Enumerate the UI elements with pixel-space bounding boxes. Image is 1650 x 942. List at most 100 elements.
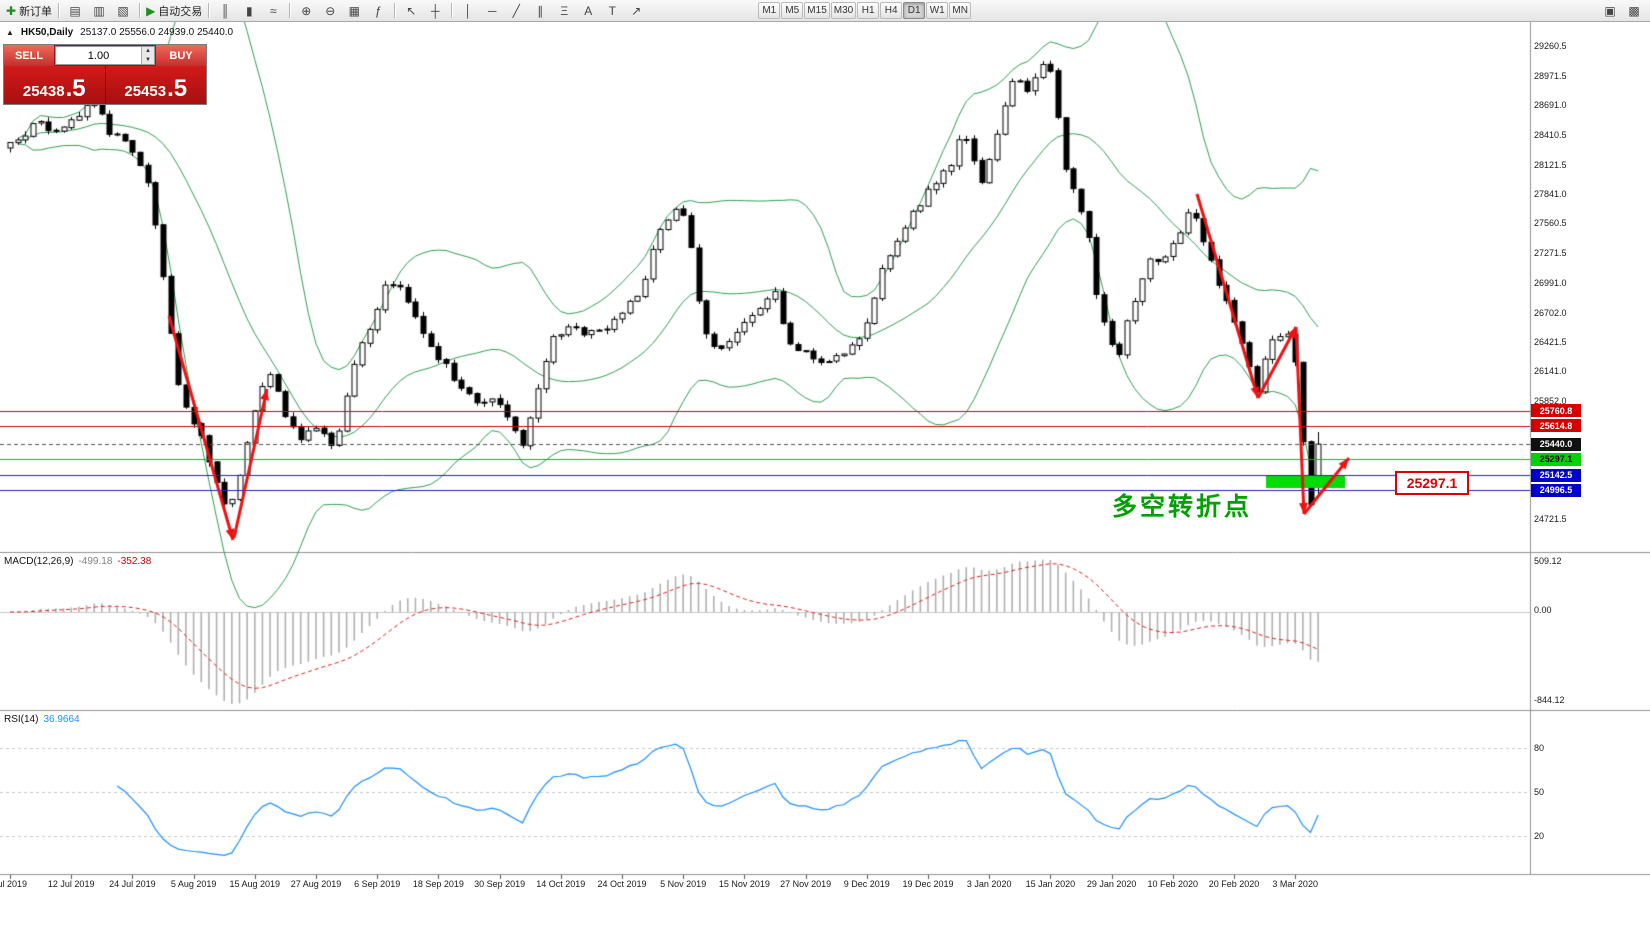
chart-windows-icon[interactable]: ▤ [63, 2, 87, 20]
candle-chart-icon[interactable]: ▮ [237, 2, 261, 20]
price-axis-label: 27271.5 [1534, 248, 1567, 259]
price-axis-label: 28971.5 [1534, 71, 1567, 82]
timeframe-m15[interactable]: M15 [804, 2, 830, 19]
buy-button[interactable]: BUY [156, 45, 206, 66]
shapes-icon: ↗ [631, 3, 642, 18]
zoom-in-icon[interactable]: ⊕ [294, 2, 318, 20]
bull-bear-turning-point-annotation: 多空转折点 [1112, 493, 1253, 521]
volume-down-button[interactable]: ▼ [141, 55, 154, 64]
timeframe-mn[interactable]: MN [949, 2, 972, 19]
text-icon: A [584, 3, 593, 18]
date-label: 5 Aug 2019 [170, 879, 217, 889]
new-order-button[interactable]: ✚ 新订单 [4, 2, 54, 20]
date-label: 3 Mar 2020 [1272, 879, 1318, 889]
price-axis-label: 27560.5 [1534, 218, 1567, 229]
timeframe-d1[interactable]: D1 [903, 2, 926, 19]
price-axis-label: 25852.0 [1534, 396, 1567, 407]
autotrading-button[interactable]: ▶ 自动交易 [144, 2, 204, 20]
horizontal-line-icon[interactable]: ─ [480, 2, 504, 20]
timeframe-m1[interactable]: M1 [758, 2, 781, 19]
toolbar: ✚ 新订单 ▤ ▥ ▧ ▶ 自动交易 ║ ▮ ≈ ⊕ ⊖ ▦ ƒ ↖ ┼ │ ─ ╱ ∥ Ξ A T ↗ M1 M5 M15 M30 H… [0, 0, 1650, 22]
bar-chart-icon[interactable]: ║ [213, 2, 237, 20]
toolbar-divider [139, 3, 141, 18]
toolbar-divider [208, 3, 210, 18]
buy-price-button[interactable]: 25453 .5 [105, 66, 206, 104]
price-axis-label: 29260.5 [1534, 41, 1567, 51]
macd-axis-label: 0.00 [1534, 605, 1552, 615]
profiles-icon[interactable]: ▥ [87, 2, 111, 20]
price-axis-label: 27841.0 [1534, 188, 1567, 199]
price-axis-label: 26141.0 [1534, 366, 1567, 377]
tile-windows-icon[interactable]: ▦ [342, 2, 366, 20]
toolbar-right-group: ▣ ▩ [1598, 2, 1646, 20]
price-badge: 25440.0 [1531, 437, 1581, 451]
timeframe-group: M1 M5 M15 M30 H1 H4 D1 W1 MN [758, 2, 972, 19]
buy-price: 25453 [124, 83, 167, 100]
timeframe-w1[interactable]: W1 [926, 2, 949, 19]
trendline-icon: ╱ [512, 3, 520, 18]
timeframe-m30[interactable]: M30 [830, 2, 857, 19]
sell-price: 25438 [22, 83, 65, 100]
timeframe-h1[interactable]: H1 [857, 2, 880, 19]
price-axis-label: 28691.0 [1534, 100, 1567, 111]
profiles-icon: ▥ [93, 3, 105, 18]
fullscreen-icon: ▩ [1628, 3, 1640, 18]
terminal-icon[interactable]: ▧ [111, 2, 135, 20]
date-label: 19 Dec 2019 [902, 879, 954, 889]
date-label: 14 Oct 2019 [536, 879, 586, 889]
cursor-icon[interactable]: ↖ [399, 2, 423, 20]
zoom-out-icon: ⊖ [325, 3, 336, 18]
rsi-axis-label: 20 [1534, 831, 1545, 842]
autotrading-button-label: 自动交易 [158, 5, 203, 18]
channel-icon[interactable]: ∥ [528, 2, 552, 20]
toolbar-divider [58, 3, 60, 18]
sell-button[interactable]: SELL [4, 45, 54, 66]
timeframe-h4[interactable]: H4 [880, 2, 903, 19]
rsi-axis-label: 50 [1534, 787, 1545, 797]
trendline-icon[interactable]: ╱ [504, 2, 528, 20]
new-order-icon: ✚ [6, 3, 17, 18]
chart-windows-icon: ▤ [69, 3, 81, 18]
date-label: 27 Nov 2019 [780, 879, 832, 889]
fibonacci-icon[interactable]: Ξ [552, 2, 576, 20]
macd-value-signal: -352.38 [117, 556, 152, 567]
rsi-indicator-label: RSI(14) 36.9664 [4, 714, 80, 725]
docking-icon: ▣ [1604, 3, 1616, 18]
crosshair-icon[interactable]: ┼ [423, 2, 447, 20]
zoom-out-icon[interactable]: ⊖ [318, 2, 342, 20]
date-label: 10 Feb 2020 [1147, 879, 1199, 889]
indicators-icon[interactable]: ƒ [366, 2, 390, 20]
shapes-icon[interactable]: ↗ [624, 2, 648, 20]
price-badge: 25297.1 [1531, 452, 1581, 466]
terminal-icon: ▧ [117, 3, 129, 18]
macd-axis-label: 509.12 [1534, 556, 1562, 566]
label-icon[interactable]: T [600, 2, 624, 20]
volume-up-button[interactable]: ▲ [141, 47, 154, 56]
line-chart-icon[interactable]: ≈ [261, 2, 285, 20]
macd-name: MACD(12,26,9) [4, 556, 74, 567]
date-label: 9 Dec 2019 [843, 879, 890, 889]
new-order-button-label: 新订单 [19, 5, 53, 18]
date-label: 15 Jan 2020 [1025, 879, 1076, 889]
sell-price-button[interactable]: 25438 .5 [4, 66, 106, 104]
price-axis-label: 24721.5 [1534, 514, 1567, 524]
one-click-panel-toggle-icon[interactable]: ▲ [6, 28, 14, 37]
text-icon[interactable]: A [576, 2, 600, 20]
ohlc-values: 25137.0 25556.0 24939.0 25440.0 [80, 27, 234, 38]
date-label: 12 Jul 2019 [47, 879, 95, 889]
date-label: 27 Aug 2019 [290, 879, 342, 889]
date-label: 15 Aug 2019 [229, 879, 281, 889]
price-badge: 25614.8 [1531, 419, 1581, 433]
candle-chart-icon: ▮ [245, 3, 253, 18]
docking-icon[interactable]: ▣ [1598, 2, 1622, 20]
date-label: 6 Sep 2019 [354, 879, 401, 889]
price-badge: 25760.8 [1531, 404, 1581, 418]
vertical-line-icon[interactable]: │ [456, 2, 480, 20]
timeframe-m5[interactable]: M5 [781, 2, 804, 19]
fullscreen-icon[interactable]: ▩ [1622, 2, 1646, 20]
price-axis-label: 26702.0 [1534, 307, 1567, 318]
buy-price-fraction: .5 [167, 75, 188, 103]
volume-input[interactable] [56, 47, 141, 64]
